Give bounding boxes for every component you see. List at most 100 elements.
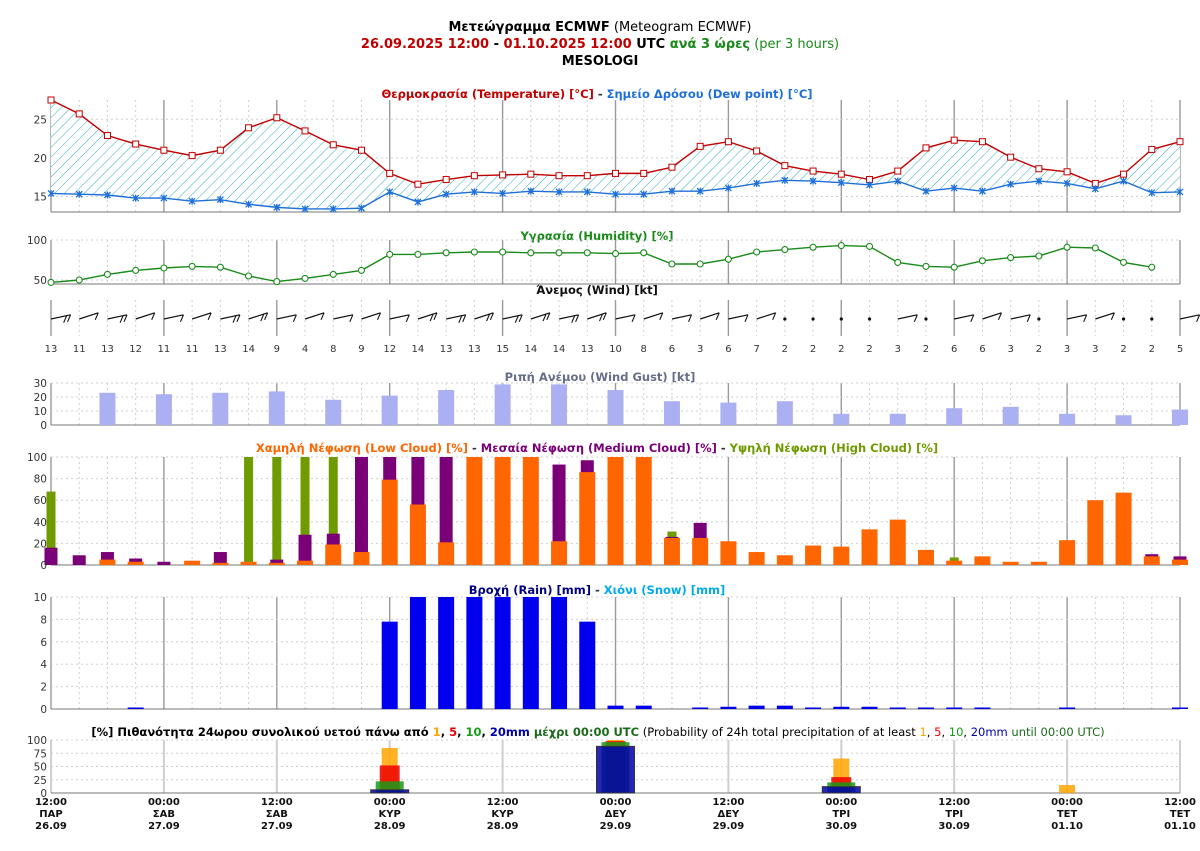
wind-barb xyxy=(304,312,325,320)
wind-barb-flag xyxy=(429,313,434,322)
wind-speed-label: 2 xyxy=(810,344,816,355)
x-axis-time-label: 00:00 xyxy=(148,797,180,808)
wind-barb-flag xyxy=(260,313,265,322)
x-axis-date-label: 27.09 xyxy=(261,821,293,832)
wind-barb xyxy=(163,314,184,320)
temperature-point xyxy=(132,140,140,148)
cloud-bar xyxy=(325,544,342,565)
temperature-point xyxy=(273,114,281,122)
cloud-bar xyxy=(240,561,257,565)
wind-barb xyxy=(1150,317,1154,321)
x-axis-day-label: ΠΑΡ xyxy=(39,809,62,820)
wind-speed-label: 5 xyxy=(1177,344,1183,355)
wind-speed-label: 12 xyxy=(129,344,142,355)
x-axis-time-label: 12:00 xyxy=(938,797,970,808)
precip-ytick-label: 0 xyxy=(40,704,47,716)
rain-bar xyxy=(720,706,737,709)
x-axis-date-label: 29.09 xyxy=(713,821,745,832)
cloud-bar xyxy=(522,457,539,565)
temperature-point xyxy=(809,167,817,175)
wind-barb xyxy=(1095,312,1115,320)
humidity-point xyxy=(640,249,648,257)
wind-speed-label: 13 xyxy=(101,344,114,355)
x-axis-date-label: 01.10 xyxy=(1164,821,1196,832)
gust-bar xyxy=(212,392,229,425)
temperature-point xyxy=(245,124,253,132)
temperature-point xyxy=(978,138,986,146)
dewpoint-point xyxy=(358,204,365,212)
wind-speed-label: 2 xyxy=(838,344,844,355)
cloud-bar xyxy=(552,464,566,565)
wind-barb-flag xyxy=(715,312,720,321)
prob-ytick-label: 75 xyxy=(34,748,47,760)
temperature-point xyxy=(160,146,168,154)
wind-barb xyxy=(1179,314,1200,320)
wind-speed-label: 7 xyxy=(753,344,759,355)
wind-barb-flag xyxy=(688,314,693,323)
temperature-point xyxy=(922,144,930,152)
humidity-point xyxy=(47,278,55,286)
dewpoint-point xyxy=(753,179,761,187)
gust-bar xyxy=(438,390,455,425)
wind-speed-label: 11 xyxy=(158,344,171,355)
wind-speed-label: 14 xyxy=(524,344,537,355)
gust-bar xyxy=(663,401,680,425)
wind-speed-label: 3 xyxy=(895,344,901,355)
cloud-bar xyxy=(466,457,483,565)
wind-barb xyxy=(699,312,720,320)
wind-speed-label: 13 xyxy=(468,344,481,355)
gust-bar xyxy=(551,384,568,425)
cloud-ytick-label: 20 xyxy=(34,538,47,550)
wind-barb xyxy=(474,312,494,320)
dewpoint-point xyxy=(781,176,789,184)
x-axis-day-label: ΚΥΡ xyxy=(379,809,401,820)
wind-barb-flag xyxy=(598,313,603,322)
wind-barb-flag xyxy=(63,315,68,323)
humidity-point xyxy=(442,249,450,257)
wind-barb-flag xyxy=(232,315,237,323)
rain-bar xyxy=(522,597,539,709)
wind-barb-flag xyxy=(542,313,547,322)
wind-barb xyxy=(867,317,872,321)
humidity-point xyxy=(75,276,83,284)
cloud-bar xyxy=(212,562,229,565)
temperature-point xyxy=(47,96,55,104)
x-axis-date-label: 28.09 xyxy=(487,821,519,832)
cloud-bar xyxy=(213,552,227,565)
wind-speed-label: 13 xyxy=(45,344,58,355)
humidity-point xyxy=(1007,254,1015,262)
humidity-point xyxy=(668,260,676,268)
wind-speed-label: 8 xyxy=(641,344,647,355)
wind-barb xyxy=(643,312,663,320)
dewpoint-point xyxy=(527,187,535,195)
temperature-point xyxy=(499,171,507,179)
wind-speed-label: 11 xyxy=(186,344,199,355)
cloud-bar xyxy=(776,555,793,565)
gust-panel-title: Ριπή Ανέμου (Wind Gust) [kt] xyxy=(505,370,696,384)
temperature-point xyxy=(668,163,676,171)
humidity-point xyxy=(724,255,732,263)
wind-speed-label: 10 xyxy=(609,344,622,355)
prob-panel-title: [%] Πιθανότητα 24ωρου συνολικού υετού πά… xyxy=(91,725,1104,739)
wind-speed-label: 3 xyxy=(1007,344,1013,355)
gust-bar xyxy=(889,413,906,425)
wind-barb-flag xyxy=(264,312,269,321)
humidity-point xyxy=(386,250,394,258)
humidity-point xyxy=(1035,252,1043,260)
temperature-point xyxy=(329,141,337,149)
dewpoint-point xyxy=(1091,185,1099,193)
cloud-bar xyxy=(1172,559,1188,565)
gust-bar xyxy=(1059,413,1076,425)
gust-bar xyxy=(268,391,285,425)
humidity-point xyxy=(922,262,930,270)
wind-barb-flag xyxy=(489,312,494,321)
x-axis-date-label: 27.09 xyxy=(148,821,180,832)
cloud-bar xyxy=(1059,540,1076,565)
cloud-bar xyxy=(438,542,455,565)
wind-barb-flag xyxy=(514,315,519,323)
temperature-point xyxy=(1035,165,1043,173)
humidity-panel-title: Υγρασία (Humidity) [%] xyxy=(519,229,673,243)
humidity-point xyxy=(273,278,281,286)
x-axis-day-label: ΤΡΙ xyxy=(832,809,850,820)
dewpoint-point xyxy=(499,189,507,197)
